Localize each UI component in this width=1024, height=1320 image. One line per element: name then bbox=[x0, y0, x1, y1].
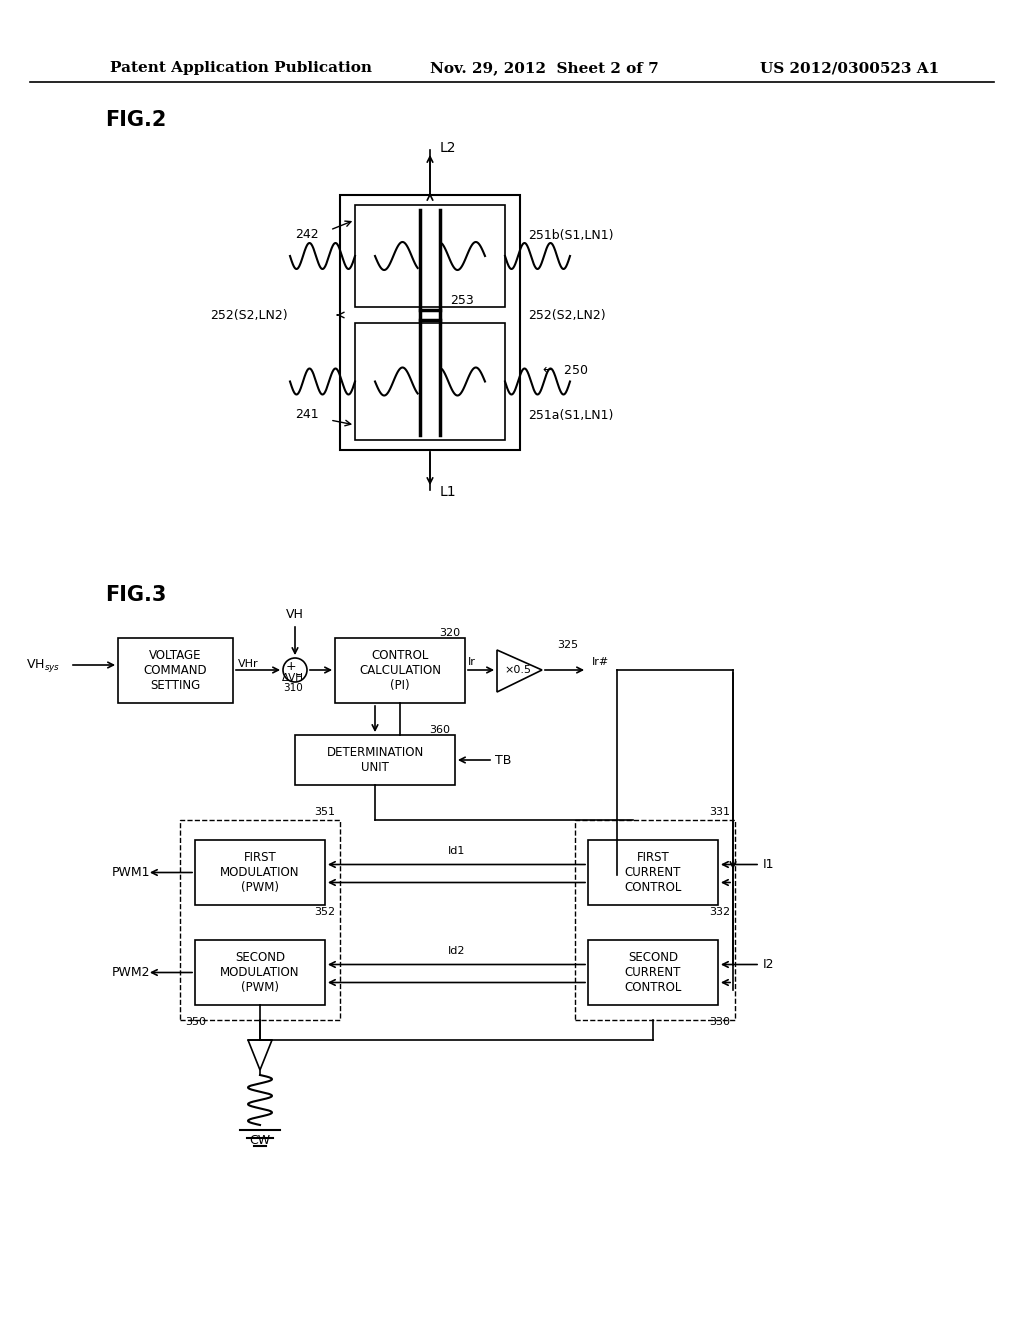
Text: L2: L2 bbox=[440, 141, 457, 154]
Text: Ir: Ir bbox=[468, 657, 476, 667]
Bar bbox=[335, 638, 465, 704]
Text: FIRST
MODULATION
(PWM): FIRST MODULATION (PWM) bbox=[220, 851, 300, 894]
Bar bbox=[355, 205, 505, 308]
Text: -: - bbox=[295, 667, 301, 681]
Text: I1: I1 bbox=[763, 858, 774, 871]
Bar bbox=[195, 840, 325, 906]
Text: 360: 360 bbox=[429, 725, 450, 735]
Text: SECOND
CURRENT
CONTROL: SECOND CURRENT CONTROL bbox=[625, 950, 682, 994]
Text: 252(S2,LN2): 252(S2,LN2) bbox=[528, 309, 605, 322]
Text: 352: 352 bbox=[314, 907, 335, 917]
Text: FIG.3: FIG.3 bbox=[105, 585, 166, 605]
Circle shape bbox=[283, 657, 307, 682]
Text: 350: 350 bbox=[185, 1016, 206, 1027]
Bar bbox=[588, 840, 718, 906]
Text: FIRST
CURRENT
CONTROL: FIRST CURRENT CONTROL bbox=[625, 851, 682, 894]
Text: 320: 320 bbox=[439, 628, 460, 638]
Text: VH: VH bbox=[286, 609, 304, 622]
Text: L1: L1 bbox=[440, 484, 457, 499]
Bar bbox=[295, 735, 455, 785]
Text: ΔVH: ΔVH bbox=[282, 673, 304, 682]
Bar bbox=[118, 638, 233, 704]
Text: Id2: Id2 bbox=[447, 946, 465, 957]
Text: ×0.5: ×0.5 bbox=[504, 665, 531, 675]
Text: I2: I2 bbox=[763, 958, 774, 972]
Text: 242: 242 bbox=[295, 228, 318, 242]
Text: US 2012/0300523 A1: US 2012/0300523 A1 bbox=[760, 61, 939, 75]
Bar bbox=[180, 820, 340, 1020]
Text: CONTROL
CALCULATION
(PI): CONTROL CALCULATION (PI) bbox=[359, 649, 441, 692]
Text: 325: 325 bbox=[557, 640, 579, 649]
Text: 252(S2,LN2): 252(S2,LN2) bbox=[210, 309, 288, 322]
Text: FIG.2: FIG.2 bbox=[105, 110, 166, 129]
Text: Nov. 29, 2012  Sheet 2 of 7: Nov. 29, 2012 Sheet 2 of 7 bbox=[430, 61, 658, 75]
Text: PWM1: PWM1 bbox=[112, 866, 150, 879]
Text: Ir#: Ir# bbox=[592, 657, 609, 667]
Text: VOLTAGE
COMMAND
SETTING: VOLTAGE COMMAND SETTING bbox=[143, 649, 207, 692]
Text: +: + bbox=[286, 660, 296, 673]
Text: VH$_{sys}$: VH$_{sys}$ bbox=[26, 656, 60, 673]
Bar bbox=[340, 195, 520, 450]
Text: 241: 241 bbox=[295, 408, 318, 421]
Bar bbox=[575, 820, 735, 1020]
Text: 351: 351 bbox=[314, 807, 335, 817]
Text: 332: 332 bbox=[709, 907, 730, 917]
Text: Patent Application Publication: Patent Application Publication bbox=[110, 61, 372, 75]
Text: VHr: VHr bbox=[238, 659, 259, 669]
Text: TB: TB bbox=[495, 754, 511, 767]
Text: 330: 330 bbox=[709, 1016, 730, 1027]
Text: 251b(S1,LN1): 251b(S1,LN1) bbox=[528, 228, 613, 242]
Text: PWM2: PWM2 bbox=[112, 966, 150, 979]
Text: 253: 253 bbox=[450, 293, 474, 306]
Text: DETERMINATION
UNIT: DETERMINATION UNIT bbox=[327, 746, 424, 774]
Text: Id1: Id1 bbox=[447, 846, 465, 857]
Text: $\leftarrow$  250: $\leftarrow$ 250 bbox=[540, 363, 589, 376]
Text: 251a(S1,LN1): 251a(S1,LN1) bbox=[528, 408, 613, 421]
Text: CW: CW bbox=[250, 1134, 270, 1147]
Bar bbox=[195, 940, 325, 1005]
Bar bbox=[588, 940, 718, 1005]
Bar bbox=[355, 323, 505, 440]
Text: 331: 331 bbox=[709, 807, 730, 817]
Text: 310: 310 bbox=[283, 682, 303, 693]
Text: SECOND
MODULATION
(PWM): SECOND MODULATION (PWM) bbox=[220, 950, 300, 994]
